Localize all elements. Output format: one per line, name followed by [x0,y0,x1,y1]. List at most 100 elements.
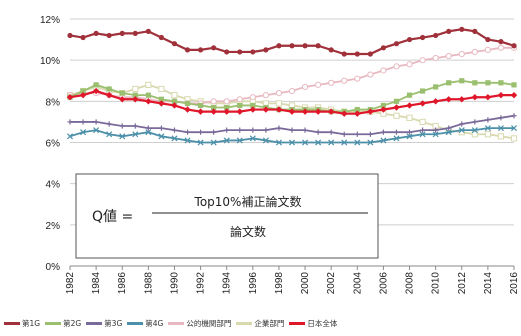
data-point [184,106,191,113]
data-point [223,108,230,115]
data-point [211,45,217,51]
data-point [197,129,204,135]
series-group [66,26,518,146]
line-chart: 0% 2% 4% 6% 8% 10% 12% 1982 1984 1986 1988 1990 199… [40,15,520,295]
data-point [328,139,335,146]
data-point [380,102,387,109]
data-point [510,91,518,99]
data-point [406,36,413,43]
data-point [433,127,439,133]
series-7 [66,87,518,117]
data-point [119,123,125,129]
data-point [197,139,204,146]
y-tick-label: 12% [40,15,60,26]
data-point [445,52,452,60]
data-point [393,112,400,119]
data-point [132,85,139,93]
data-point [406,92,413,98]
data-point [132,131,139,138]
data-point [472,80,478,86]
data-point [315,43,321,49]
data-point [184,129,191,135]
data-point [367,108,374,115]
formula-annotation: Q値 = Top10%補正論文数 論文数 [75,173,379,259]
legend-item: 第2G [45,318,81,329]
data-point [171,127,178,133]
data-point [459,26,465,32]
data-point [471,131,478,138]
legend-item: 第3G [86,318,122,329]
x-tick-label: 1998 [274,272,285,295]
x-tick-label: 1994 [222,272,233,295]
legend-swatch [168,322,185,325]
data-point [511,43,517,49]
data-point [497,133,505,140]
data-point [288,139,296,146]
data-point [433,32,439,39]
data-point [419,131,426,138]
data-point [406,61,413,68]
legend-label: 公的機関部門 [186,319,232,328]
data-point [80,119,86,125]
data-point [458,50,465,58]
data-point [445,96,452,103]
data-point [262,92,269,99]
data-point [471,127,478,134]
data-point [367,131,373,137]
data-point [236,108,243,115]
legend-item: 第4G [127,318,163,329]
data-point [432,55,439,62]
data-point [275,139,282,146]
data-point [367,71,374,78]
y-tick-label: 6% [46,139,61,150]
data-point [263,127,269,133]
data-point [498,80,504,86]
data-point [249,94,256,101]
data-point [459,78,465,84]
data-point [93,82,99,88]
data-point [354,139,361,146]
data-point [484,46,491,53]
data-point [237,49,243,55]
data-point [314,108,322,115]
x-tick-label: 1986 [117,272,128,295]
data-point [276,43,282,49]
series-1 [67,26,517,57]
data-point [341,77,348,84]
data-point [211,104,217,111]
data-point [223,137,230,144]
data-point [380,137,387,144]
data-point [132,96,139,103]
data-point [419,118,426,126]
data-point [132,92,138,98]
data-point [288,87,296,95]
data-point [158,34,165,41]
data-point [433,84,439,90]
legend-swatch [86,322,103,325]
data-point [263,47,269,53]
data-point [328,47,334,53]
x-tick-label: 2008 [405,272,416,295]
data-point [393,41,400,47]
data-point [432,131,439,138]
legend-item: 公的機関部門 [168,318,231,329]
data-point [158,100,165,107]
data-point [472,28,478,34]
data-point [458,96,465,103]
data-point [393,63,400,70]
legend-item: 企業部門 [236,318,284,329]
data-point [145,92,151,98]
data-point [484,131,491,138]
data-point [497,125,504,132]
x-tick-label: 1990 [169,272,180,295]
data-point [419,100,426,107]
data-point [275,90,283,97]
data-point [145,129,152,136]
data-point [93,119,99,125]
data-point [471,48,478,56]
data-point [211,129,217,135]
formula-prefix: Q値 = [92,209,133,225]
data-point [485,36,491,43]
data-point [288,108,296,115]
